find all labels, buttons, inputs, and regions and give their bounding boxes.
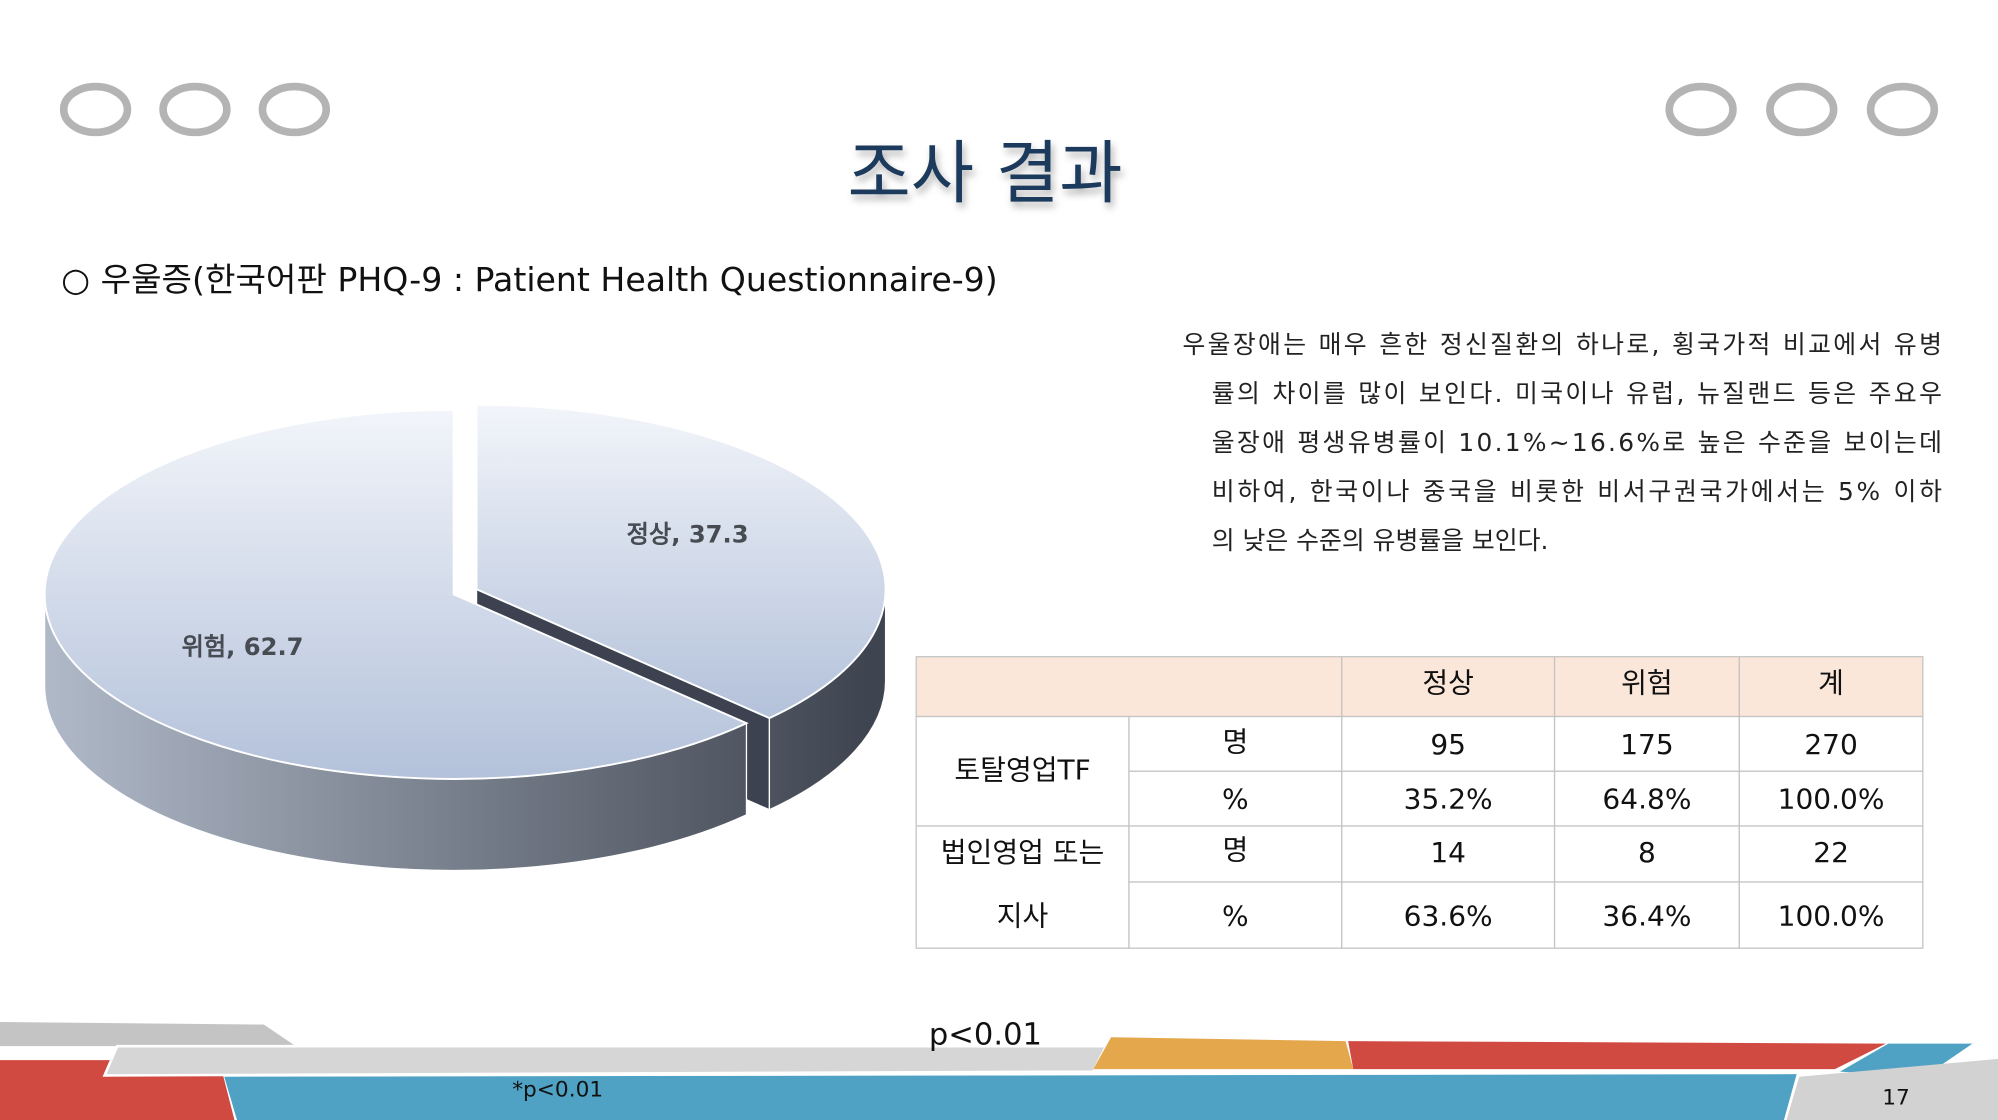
tcell [1128, 715, 1343, 772]
tcell [1341, 881, 1556, 949]
tcell [1128, 770, 1343, 827]
paragraph-line: 우울장애는 매우 흔한 정신질환의 하나로, 횡국가적 비교에서 유병 [1182, 330, 1941, 359]
table-value: 35.2% [1404, 783, 1493, 816]
tcell [1341, 770, 1556, 827]
footnote: *p<0.01 [512, 1078, 603, 1103]
table-value: 270 [1804, 728, 1857, 761]
subtitle: ○ 우울증(한국어판 PHQ-9 : Patient Health Questi… [61, 260, 998, 299]
tcell [915, 825, 1130, 949]
tcell [1128, 825, 1343, 883]
table-header-cell [915, 656, 1343, 718]
column-header: 정상 [1422, 667, 1474, 700]
paragraph-line: 률의 차이를 많이 보인다. 미국이나 유럽, 뉴질랜드 등은 주요우 [1212, 379, 1942, 408]
table-value: 100.0% [1778, 900, 1885, 933]
tcell [1738, 881, 1924, 949]
slide-title: 조사 결과 [847, 134, 1122, 214]
footer-decor [0, 1022, 1998, 1120]
table-value: 175 [1620, 728, 1673, 761]
tcell [1553, 825, 1740, 883]
column-header: 위험 [1621, 667, 1673, 700]
tcell [915, 715, 1130, 827]
paragraph-line: 울장애 평생유병률이 10.1%~16.6%로 높은 수준을 보이는데 [1212, 428, 1942, 457]
table-value: 22 [1813, 836, 1849, 869]
table-header-cell [1553, 656, 1740, 718]
tcell [1738, 770, 1924, 827]
row-group-label: 토탈영업TF [954, 753, 1090, 786]
tcell [1738, 715, 1924, 772]
table-value: 64.8% [1602, 783, 1691, 816]
pie-slice [43, 408, 749, 780]
tcell [1553, 881, 1740, 949]
tcell [1341, 715, 1556, 772]
page-number: 17 [1882, 1085, 1910, 1110]
pie-label: 위험, 62.7 [182, 633, 304, 661]
row-group-label: 법인영업 또는 [941, 836, 1105, 869]
row-group-label: 지사 [997, 900, 1049, 933]
pie-chart: 정상, 37.3 위험, 62.7 [43, 403, 887, 872]
table-value: 100.0% [1778, 783, 1885, 816]
pie-slice [475, 403, 887, 720]
row-unit: % [1222, 783, 1249, 816]
tcell [1553, 715, 1740, 772]
tcell [1341, 825, 1556, 883]
table-value: 63.6% [1404, 900, 1493, 933]
paragraph-line: 비하여, 한국이나 중국을 비롯한 비서구권국가에서는 5% 이하 [1212, 477, 1942, 506]
table-value: 95 [1430, 728, 1466, 761]
tcell [1553, 770, 1740, 827]
table-value: 14 [1430, 836, 1466, 869]
row-unit: 명 [1222, 833, 1248, 866]
row-unit: 명 [1222, 725, 1248, 758]
tcell [1128, 881, 1343, 949]
column-header: 계 [1818, 667, 1844, 700]
paragraph-line: 의 낮은 수준의 유병률을 보인다. [1212, 526, 1549, 555]
significance-note: p<0.01 [929, 1018, 1042, 1053]
row-unit: % [1222, 900, 1249, 933]
pie-label: 정상, 37.3 [627, 521, 749, 549]
table-value: 8 [1638, 836, 1656, 869]
table-value: 36.4% [1602, 900, 1691, 933]
decor-circles [59, 82, 1939, 137]
